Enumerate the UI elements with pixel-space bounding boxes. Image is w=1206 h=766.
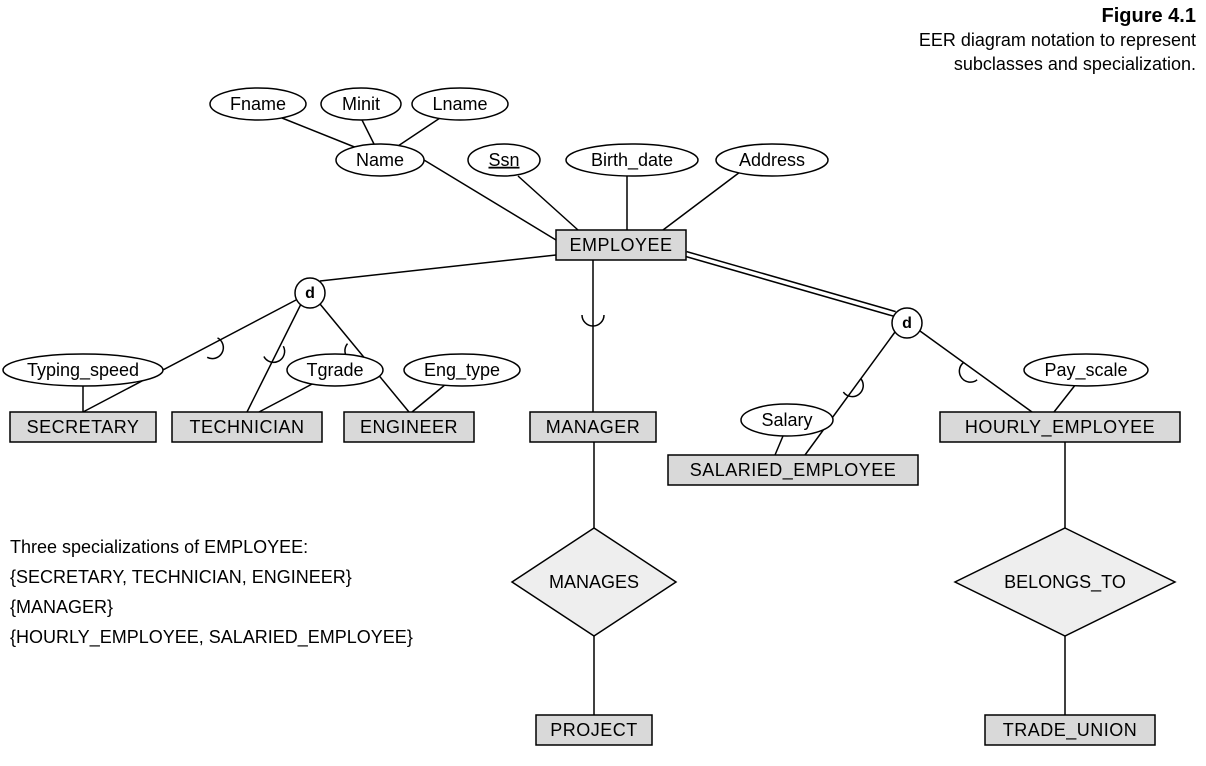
attribute-label-lname: Lname [432, 94, 487, 114]
attribute-label-fname: Fname [230, 94, 286, 114]
connector-line [412, 384, 446, 412]
figure-caption-2: subclasses and specialization. [954, 54, 1196, 74]
connector-line [259, 382, 316, 412]
attribute-label-pay_scale: Pay_scale [1044, 360, 1127, 381]
connector-line [320, 255, 556, 281]
note-line-2: {SECRETARY, TECHNICIAN, ENGINEER} [10, 567, 352, 587]
relationship-label-belongs_to: BELONGS_TO [1004, 572, 1126, 593]
eer-diagram: EMPLOYEE SECRETARY TECHNICIAN ENGINEER MANAG… [0, 0, 1206, 766]
connector-line [687, 252, 896, 312]
entity-label-hourly_employee: HOURLY_EMPLOYEE [965, 417, 1155, 438]
attribute-label-ssn: Ssn [488, 150, 519, 170]
connector-line [282, 118, 357, 148]
attribute-label-salary: Salary [761, 410, 812, 430]
figure-title: Figure 4.1 [1102, 5, 1196, 27]
connector-line [362, 120, 374, 144]
entity-label-salaried_employee: SALARIED_EMPLOYEE [690, 460, 897, 481]
entity-label-secretary: SECRETARY [27, 417, 140, 437]
entity-label-trade_union: TRADE_UNION [1003, 720, 1138, 741]
connector-line [805, 332, 895, 455]
connector-line [685, 256, 894, 316]
spec-label-d2: d [902, 315, 912, 332]
connector-line [398, 118, 440, 146]
spec-label-d1: d [305, 285, 315, 302]
attribute-label-tgrade: Tgrade [306, 360, 363, 380]
connector-line [247, 304, 301, 412]
attribute-label-address: Address [739, 150, 805, 170]
attribute-label-typing_speed: Typing_speed [27, 360, 139, 381]
entity-label-technician: TECHNICIAN [189, 417, 304, 437]
connector-line [775, 436, 783, 455]
note-line-3: {MANAGER} [10, 597, 113, 617]
attribute-label-birth_date: Birth_date [591, 150, 673, 171]
connector-line [920, 331, 1032, 412]
figure-caption-1: EER diagram notation to represent [919, 30, 1196, 50]
subset-arc [955, 362, 977, 386]
entity-label-manager: MANAGER [546, 417, 641, 437]
relationship-label-manages: MANAGES [549, 572, 639, 592]
subset-arc [264, 346, 289, 366]
entity-label-employee: EMPLOYEE [569, 235, 672, 255]
attribute-label-name: Name [356, 150, 404, 170]
attribute-label-eng_type: Eng_type [424, 360, 500, 381]
entity-label-project: PROJECT [550, 720, 638, 740]
connector-line [1054, 384, 1076, 412]
entity-label-engineer: ENGINEER [360, 417, 458, 437]
note-line-4: {HOURLY_EMPLOYEE, SALARIED_EMPLOYEE} [10, 627, 413, 648]
connector-line [663, 172, 740, 230]
attribute-label-minit: Minit [342, 94, 380, 114]
note-line-1: Three specializations of EMPLOYEE: [10, 537, 308, 557]
